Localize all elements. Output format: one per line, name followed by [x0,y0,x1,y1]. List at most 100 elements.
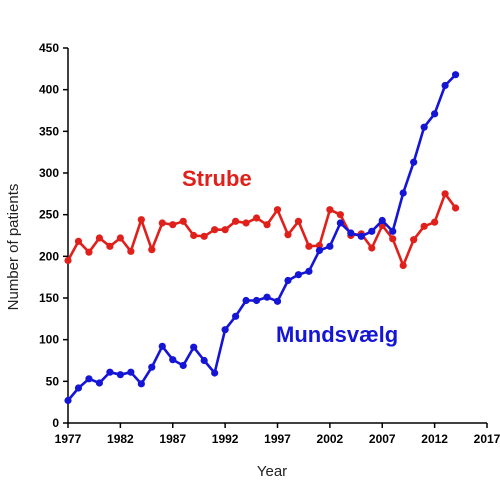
data-point [451,204,460,212]
data-point [305,242,313,250]
data-point [263,293,271,301]
data-point [200,232,208,240]
data-point [158,342,166,350]
data-point [326,206,334,214]
y-axis-ticks: 0 50 100 150 200 250 300 350 400 450 [39,41,68,430]
data-point [221,226,229,234]
x-tick-label: 2012 [421,432,448,446]
data-point [127,368,135,376]
data-point [190,231,198,240]
data-point [148,363,156,371]
data-point [211,226,219,234]
data-point [190,343,198,351]
data-point [336,211,344,219]
y-tick-label: 300 [39,166,59,180]
data-point [106,368,114,376]
data-point [85,375,93,383]
data-point [347,229,355,237]
data-point [315,241,323,250]
data-point [273,206,282,214]
data-point [232,312,240,320]
data-point [179,361,187,370]
data-point [242,296,250,305]
data-point [441,190,449,198]
data-point [242,219,250,227]
data-point [294,217,303,225]
data-point [232,217,240,225]
x-axis-title: Year [257,463,287,480]
y-tick-label: 350 [39,124,59,138]
data-point [169,221,177,229]
y-tick-label: 50 [46,374,60,388]
data-point [410,236,418,244]
data-point [368,227,376,235]
y-tick-label: 0 [52,416,59,430]
data-point [127,247,135,255]
data-point [441,81,449,90]
x-tick-label: 2002 [317,432,344,446]
data-point [378,216,386,225]
data-point [357,232,365,240]
series-layer [64,71,460,405]
x-tick-label: 1987 [159,432,186,446]
data-point [74,237,83,245]
data-point [431,218,439,226]
y-tick-label: 400 [39,83,59,97]
y-tick-label: 200 [39,249,59,263]
x-axis-ticks: 1977 1982 1987 1992 1997 2002 2007 2012 2017 [55,423,500,446]
data-point [64,256,72,265]
data-point [252,214,261,222]
x-tick-label: 1992 [212,432,239,446]
series-strube [64,190,460,270]
y-tick-label: 450 [39,41,59,55]
data-point [284,231,292,239]
data-point [200,356,208,365]
data-point [389,235,397,243]
data-point [399,189,407,197]
data-point [148,246,156,254]
series-line [66,192,457,267]
data-point [451,71,460,79]
data-point [211,369,219,377]
data-point [221,326,229,334]
series-label-mundsvaelg: Mundsvælg [276,322,398,347]
data-point [336,219,344,227]
y-tick-label: 100 [39,333,59,347]
data-point [284,276,292,285]
data-point [158,219,166,227]
data-point [294,271,303,279]
x-tick-label: 1997 [264,432,291,446]
x-tick-label: 1982 [107,432,134,446]
data-point [305,267,313,275]
data-point [95,379,104,387]
series-mundsvaelg [64,71,460,405]
data-point [116,234,124,242]
data-point [116,371,124,379]
data-point [420,123,428,131]
data-point [169,356,177,364]
data-point [431,110,439,118]
data-point [179,217,187,225]
data-point [74,384,83,392]
data-point [252,296,261,305]
data-point [389,227,397,235]
data-point [263,221,271,229]
data-point [420,222,428,230]
data-point [64,396,72,405]
x-tick-label: 1977 [55,432,82,446]
series-line [67,73,457,402]
series-label-strube: Strube [182,166,252,191]
data-point [326,242,334,250]
data-point [137,216,145,224]
y-tick-label: 250 [39,208,59,222]
y-tick-label: 150 [39,291,59,305]
data-point [410,158,418,166]
data-point [273,297,282,305]
data-point [399,261,407,270]
data-point [137,380,145,388]
y-axis-title: Number of patients [5,184,22,311]
data-point [95,234,104,242]
data-point [106,242,114,250]
data-point [368,244,376,252]
